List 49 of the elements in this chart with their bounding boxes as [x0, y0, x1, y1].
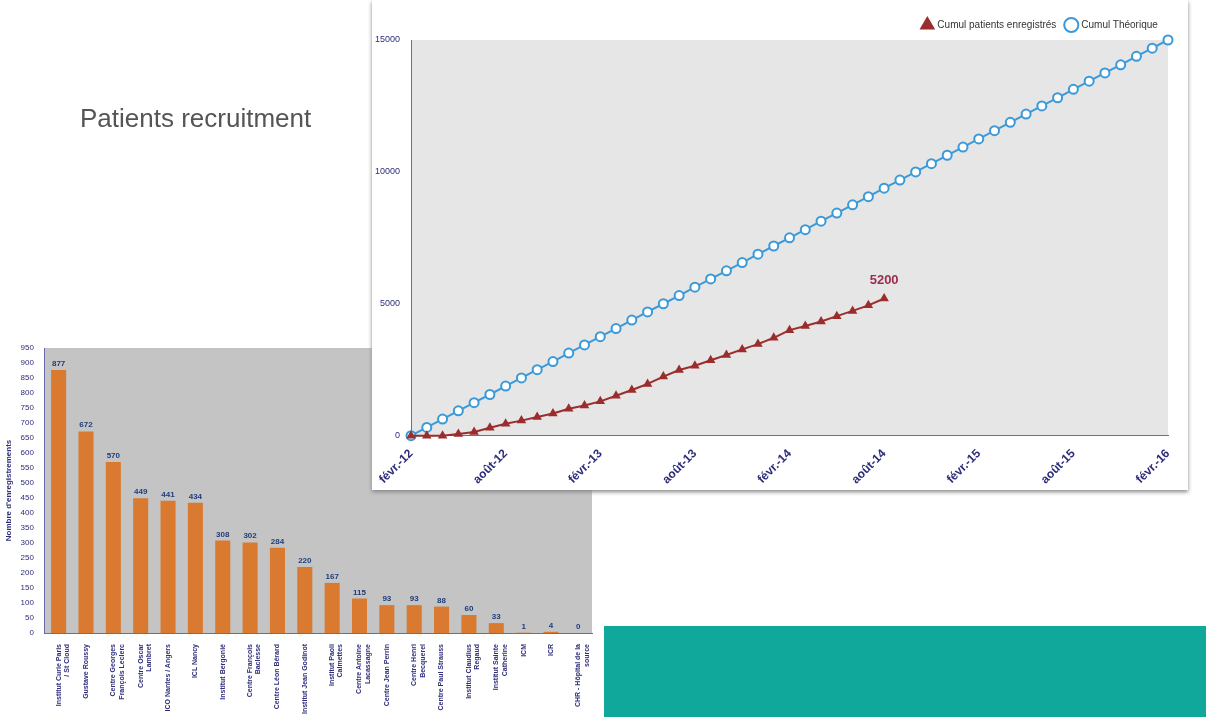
- y-tick-label: 400: [20, 508, 35, 518]
- y-tick-label: 600: [20, 448, 35, 458]
- legend-label: Cumul Théorique: [1081, 18, 1159, 30]
- y-tick-label: 450: [20, 493, 35, 503]
- y-axis-title: Nombre d'enregistrements: [4, 439, 13, 542]
- data-label: 570: [106, 451, 121, 460]
- data-label: 434: [188, 491, 203, 501]
- data-label: 441: [161, 489, 176, 499]
- data-label: 33: [491, 612, 502, 622]
- y-tick-label: 300: [20, 538, 35, 548]
- y-tick-label: 10000: [375, 166, 401, 177]
- y-tick-label: 350: [20, 523, 35, 533]
- y-tick-label: 0: [395, 430, 401, 441]
- y-tick-label: 750: [20, 403, 35, 413]
- data-label: 60: [464, 604, 474, 613]
- annotation: 5200: [869, 272, 899, 288]
- data-label: 115: [353, 587, 367, 597]
- y-tick-label: 5000: [380, 298, 401, 309]
- data-label: 284: [270, 536, 285, 546]
- data-label: 167: [325, 571, 340, 581]
- data-label: 302: [243, 531, 258, 541]
- y-tick-label: 50: [25, 613, 35, 623]
- data-label: 449: [134, 487, 148, 497]
- y-tick-label: 950: [20, 343, 35, 353]
- y-tick-label: 15000: [375, 34, 401, 45]
- y-tick-label: 250: [20, 553, 35, 563]
- y-tick-label: 850: [20, 373, 35, 383]
- data-label: 93: [409, 594, 420, 604]
- data-label: 93: [382, 594, 392, 604]
- data-label: 1: [521, 621, 527, 631]
- y-tick-label: 650: [20, 433, 35, 443]
- data-label: 877: [51, 358, 66, 368]
- y-tick-label: 100: [20, 598, 35, 608]
- y-tick-label: 200: [20, 568, 35, 578]
- data-label: 672: [79, 420, 94, 430]
- y-tick-label: 900: [20, 358, 35, 368]
- data-label: 220: [298, 556, 313, 565]
- data-label: 0: [576, 622, 582, 631]
- data-label: 88: [437, 595, 447, 605]
- y-tick-label: 800: [20, 388, 35, 398]
- data-label: 4: [548, 620, 554, 630]
- y-tick-label: 550: [20, 463, 35, 473]
- data-label: 308: [216, 529, 230, 539]
- y-tick-label: 700: [20, 418, 35, 428]
- text: Patients recruitment: [80, 103, 312, 134]
- y-tick-label: 0: [29, 628, 35, 638]
- y-tick-label: 500: [20, 478, 35, 488]
- legend-label: Cumul patients enregistrés: [937, 18, 1057, 30]
- y-tick-label: 150: [20, 583, 35, 593]
